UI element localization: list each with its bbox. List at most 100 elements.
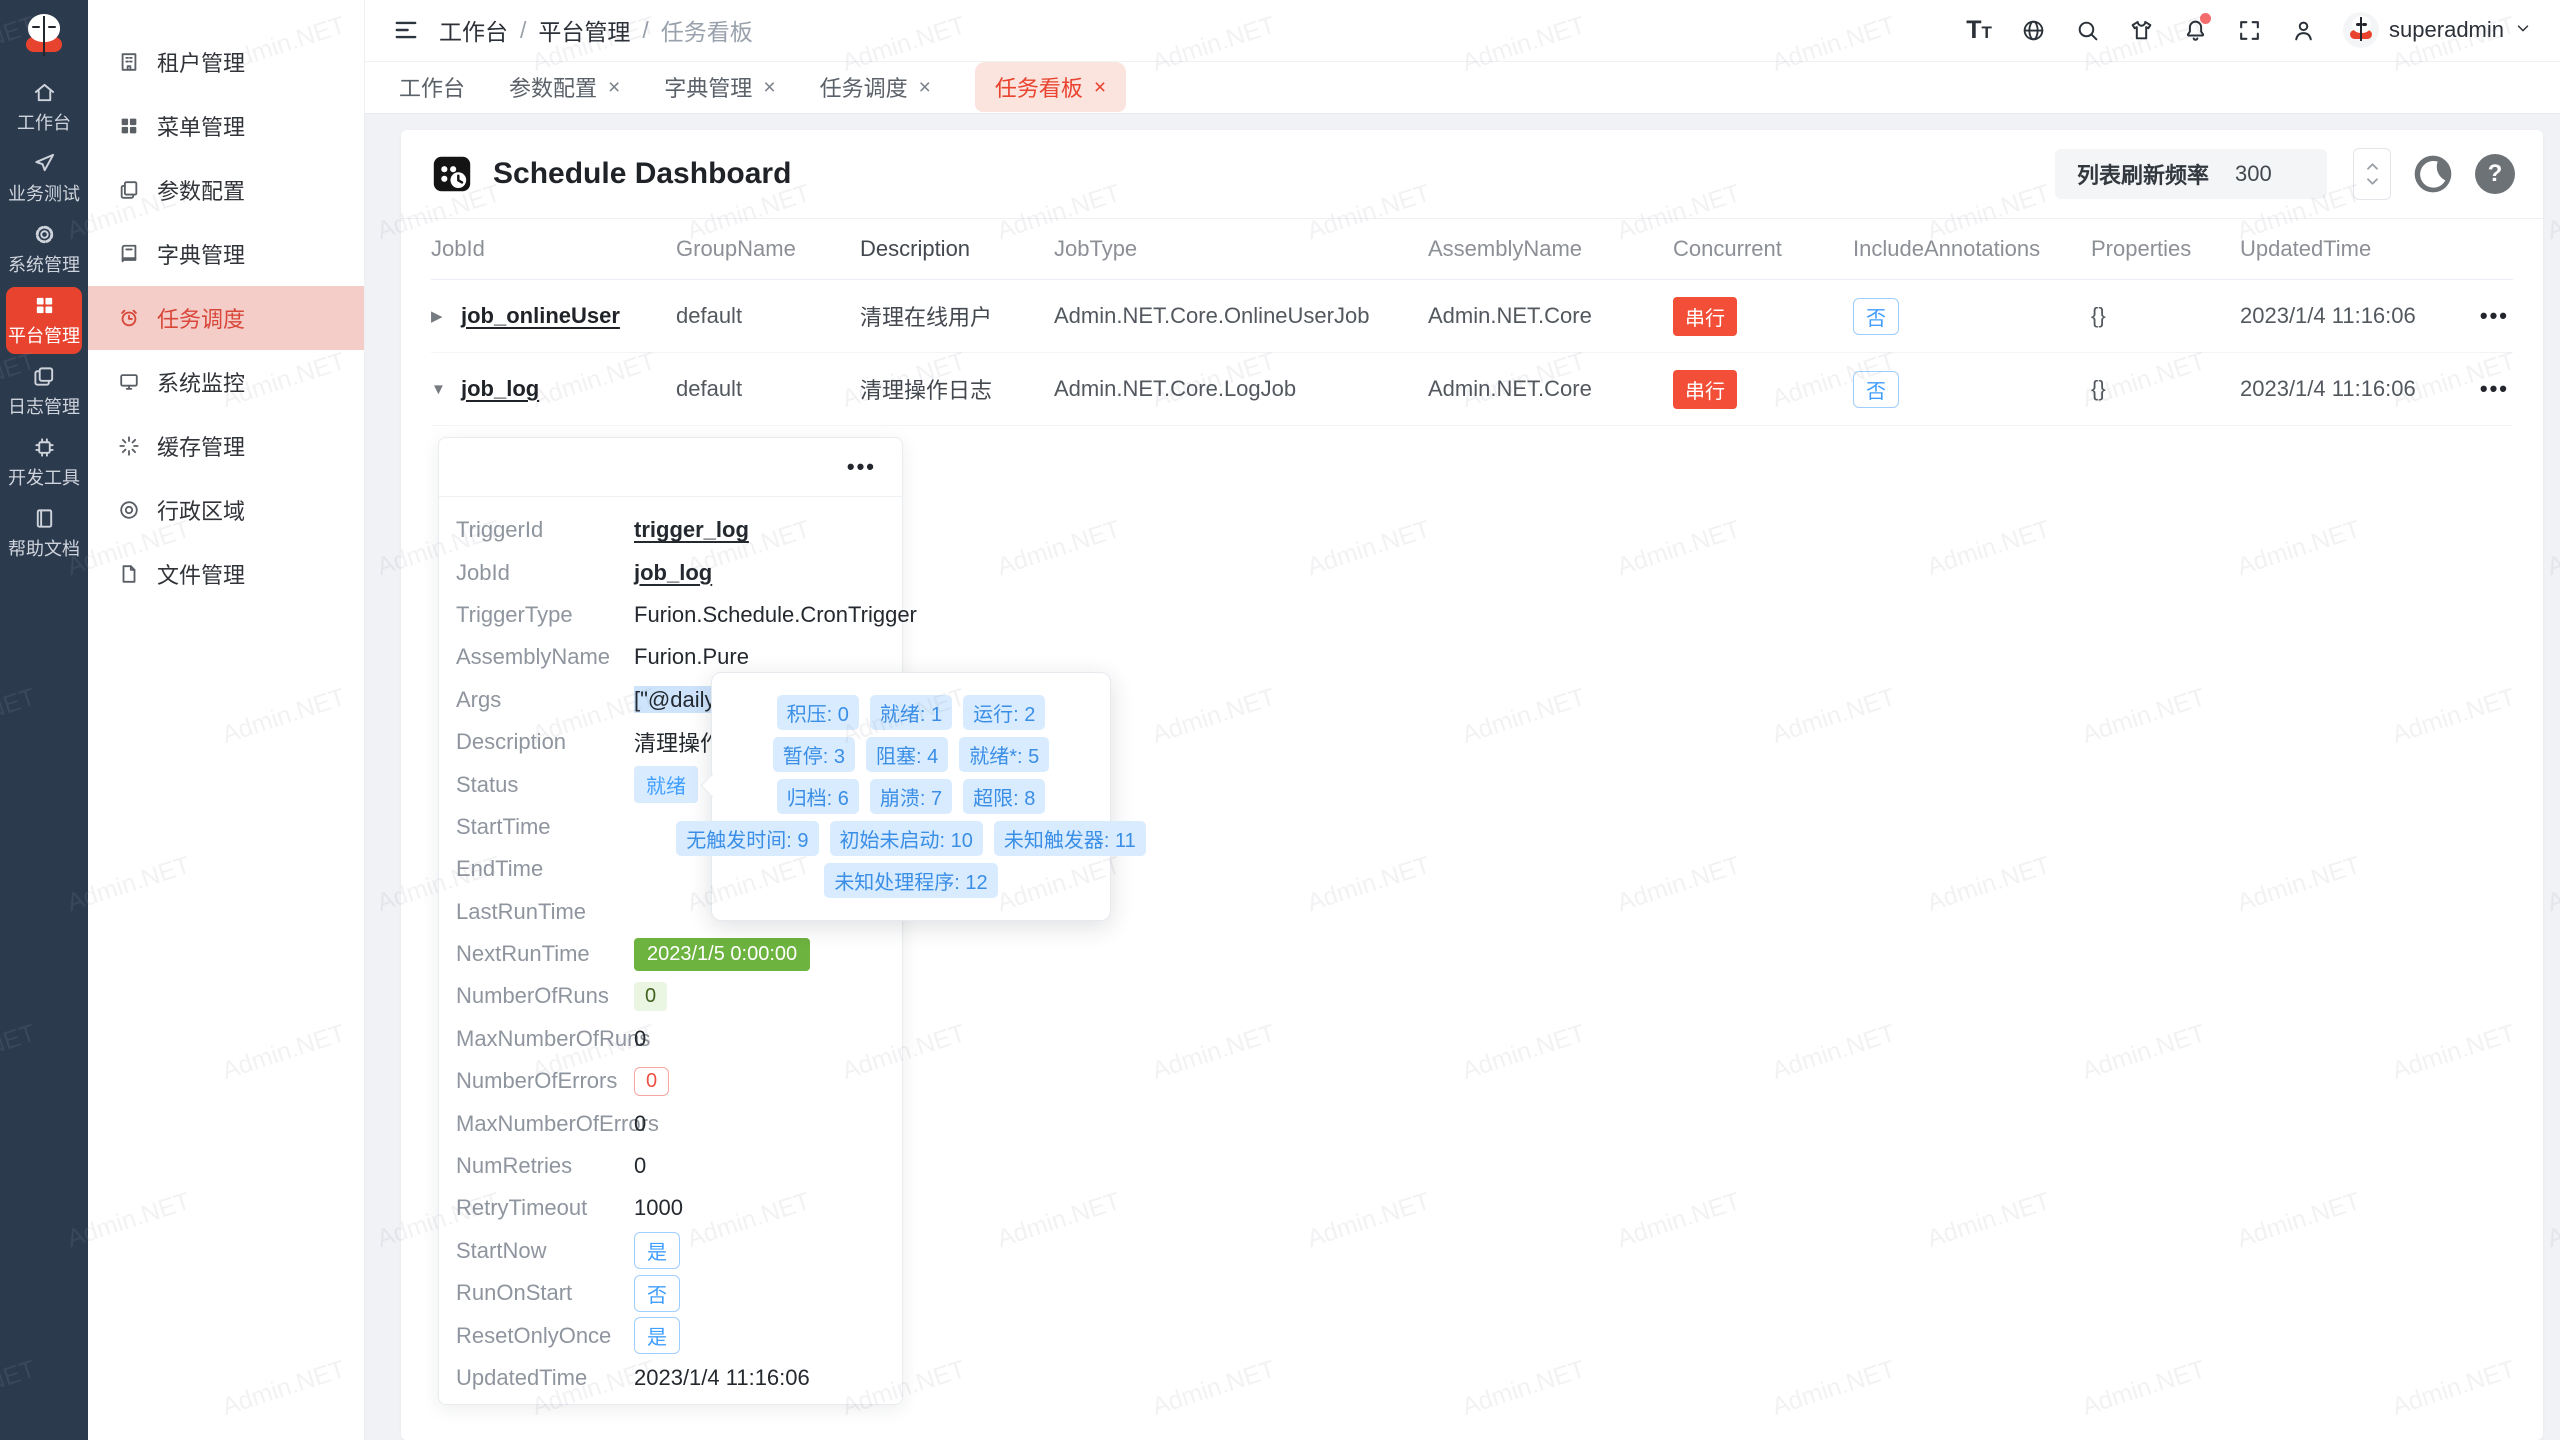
dark-mode-moon-icon[interactable] [2413,154,2453,194]
close-icon[interactable]: × [763,75,776,99]
breadcrumb-item-workbench[interactable]: 工作台 [439,19,508,46]
sidebar-item-label: 行政区域 [157,499,246,524]
sidebar-item-region[interactable]: 行政区域 [88,478,364,542]
chip-icon [34,438,54,457]
gear-icon [35,225,53,244]
tab-task-scheduler[interactable]: 任务调度 × [820,71,931,103]
rail-item-label: 工作台 [17,113,71,133]
avatar [2343,12,2380,49]
tab-label: 工作台 [399,76,466,102]
job-id-link[interactable]: job_onlineUser [461,303,620,328]
close-icon[interactable]: × [918,75,931,99]
cell-groupname: default [676,376,743,401]
language-globe-icon[interactable] [2019,16,2047,44]
rail-item-log-mgmt[interactable]: 日志管理 [6,358,82,425]
job-id-link[interactable]: job_log [461,376,540,401]
row-actions-more-icon[interactable]: ••• [2479,376,2509,401]
sidebar-item-label: 参数配置 [157,179,246,204]
rail-item-business-test[interactable]: 业务测试 [6,145,82,212]
detail-label: NumRetries [456,1153,573,1179]
breadcrumb-item-current: 任务看板 [660,19,753,46]
sidebar-item-tenant[interactable]: 租户管理 [88,30,364,94]
row-actions-more-icon[interactable]: ••• [2479,303,2509,328]
close-icon[interactable]: × [608,75,621,99]
tab-workbench[interactable]: 工作台 [399,71,465,103]
sidebar-item-dictionary[interactable]: 字典管理 [88,222,364,286]
cell-updatedtime: 2023/1/4 11:16:06 [2240,303,2416,328]
detail-label: EndTime [456,856,544,882]
number-of-runs-badge: 0 [634,981,668,1011]
sidebar-item-params[interactable]: 参数配置 [88,158,364,222]
user-profile-icon[interactable] [2289,16,2317,44]
sidebar-item-system-monitor[interactable]: 系统监控 [88,350,364,414]
rail-item-help-docs[interactable]: 帮助文档 [6,500,82,567]
sidebar-item-label: 字典管理 [157,243,246,268]
status-badge[interactable]: 就绪 [634,766,698,804]
detail-label: AssemblyName [456,644,611,670]
args-value-highlighted: ["@daily [634,685,716,713]
breadcrumb-separator: / [520,16,527,43]
job-id-link[interactable]: job_log [634,559,713,585]
menu-grid-icon [121,118,137,134]
grid-icon [36,297,52,314]
tab-label: 参数配置 [509,76,598,102]
detail-value: Furion.Pure [634,644,749,670]
sidebar-item-label: 任务调度 [157,307,246,332]
cell-description: 清理在线用户 [860,305,993,330]
stepper-down-icon[interactable] [2366,177,2379,186]
col-header-concurrent: Concurrent [1673,236,1782,261]
detail-actions-more-icon[interactable]: ••• [846,454,876,479]
notification-bell-icon[interactable] [2181,13,2212,44]
refresh-frequency-stepper [2353,148,2391,200]
trigger-id-link[interactable]: trigger_log [634,517,749,543]
search-icon[interactable] [2073,16,2101,44]
refresh-frequency-input[interactable]: 列表刷新频率 300 [2054,149,2327,199]
rail-item-platform-mgmt[interactable]: 平台管理 [6,287,82,354]
rail-item-label: 日志管理 [8,397,80,417]
stepper-up-icon[interactable] [2366,162,2379,171]
run-on-start-badge: 否 [634,1274,680,1312]
app-logo[interactable] [0,8,88,72]
theme-shirt-icon[interactable] [2127,16,2155,44]
sidebar-item-label: 租户管理 [157,51,246,76]
tab-dictionary[interactable]: 字典管理 × [664,71,775,103]
detail-label: TriggerType [456,601,573,627]
user-menu[interactable]: superadmin [2343,12,2532,49]
detail-label: Status [456,771,519,797]
sidebar-item-task-scheduler[interactable]: 任务调度 [88,286,364,350]
detail-value: 1000 [634,1195,683,1221]
rail-item-workbench[interactable]: 工作台 [6,74,82,141]
fullscreen-icon[interactable] [2235,16,2263,44]
expand-caret-down-icon[interactable]: ▼ [431,380,446,398]
number-of-errors-badge: 0 [634,1066,670,1096]
tab-schedule-dashboard[interactable]: 任务看板 × [974,62,1127,113]
col-header-assemblyname: AssemblyName [1428,236,1583,261]
rail-item-dev-tools[interactable]: 开发工具 [6,429,82,496]
detail-label: TriggerId [456,517,544,543]
rail-item-label: 系统管理 [8,255,80,275]
sidebar-fold-icon[interactable] [393,17,419,43]
cell-properties: {} [2091,376,2106,401]
home-icon [34,83,54,102]
refresh-frequency-label: 列表刷新频率 [2076,163,2209,188]
paper-plane-icon [34,153,54,172]
tab-params[interactable]: 参数配置 × [509,71,620,103]
sidebar-item-menu[interactable]: 菜单管理 [88,94,364,158]
detail-label: Description [456,729,567,755]
sidebar-item-files[interactable]: 文件管理 [88,542,364,606]
status-legend-badge: 崩溃: 7 [869,779,953,814]
table-header-row: JobId GroupName Description JobType Asse… [431,219,2513,280]
rail-item-system-mgmt[interactable]: 系统管理 [6,216,82,283]
table-row-job-onlineuser: ▶ job_onlineUser default 清理在线用户 Admin.NE… [431,280,2513,353]
close-icon[interactable]: × [1093,75,1107,99]
status-legend-badge: 暂停: 3 [772,737,855,772]
col-header-groupname: GroupName [676,236,796,261]
sidebar-item-cache[interactable]: 缓存管理 [88,414,364,478]
breadcrumb-item-platform[interactable]: 平台管理 [538,19,631,46]
expand-caret-right-icon[interactable]: ▶ [431,308,443,325]
cell-groupname: default [676,303,743,328]
detail-label: Args [456,686,502,712]
help-icon[interactable]: ? [2475,154,2515,194]
sidebar-item-label: 系统监控 [157,371,246,396]
